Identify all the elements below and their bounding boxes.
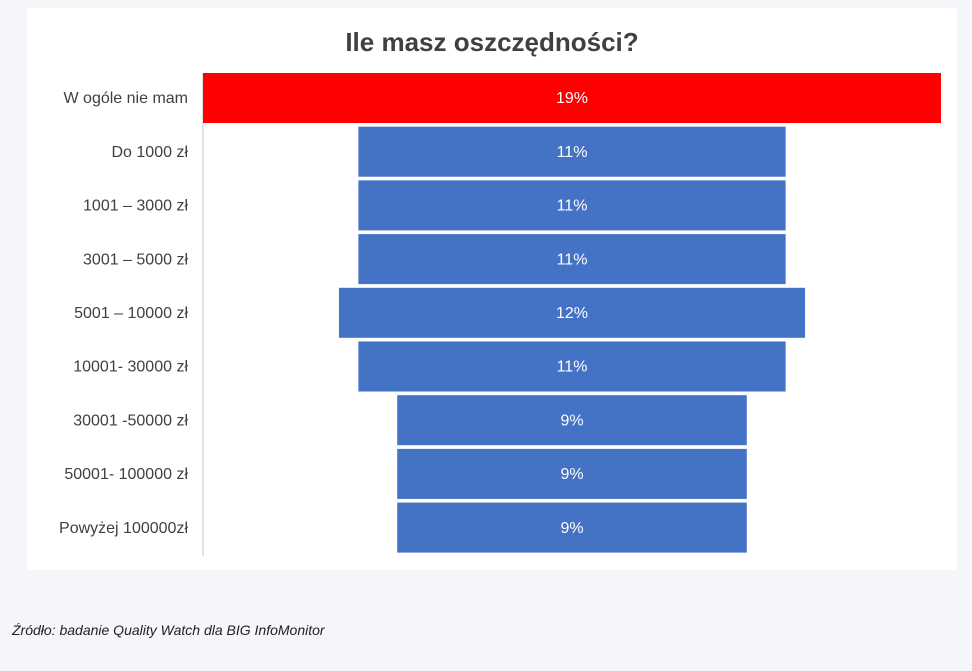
chart-title: Ile masz oszczędności?: [345, 27, 638, 57]
value-label: 11%: [557, 251, 588, 268]
value-label: 11%: [557, 359, 588, 376]
value-label: 11%: [557, 198, 588, 215]
chart: Ile masz oszczędności? 19% W ogóle nie ma…: [59, 26, 941, 556]
category-label: 5001 – 10000 zł: [74, 305, 188, 322]
value-label: 12%: [556, 305, 588, 322]
value-label: 9%: [560, 466, 583, 483]
funnel-bar: [397, 502, 747, 553]
value-label: 11%: [557, 144, 588, 161]
value-label: 9%: [560, 412, 583, 429]
category-label: 10001- 30000 zł: [73, 359, 188, 376]
value-label: 9%: [560, 520, 583, 537]
funnel-bar: [338, 287, 806, 338]
funnel-bar: [358, 180, 786, 231]
category-label: 30001 -50000 zł: [73, 412, 188, 429]
funnel-bar: [203, 73, 941, 123]
funnel-bar: [358, 234, 786, 285]
category-label: Powyżej 100000zł: [59, 520, 188, 537]
funnel-bar: [358, 341, 786, 392]
funnel-bar: [397, 395, 747, 446]
category-label: 3001 – 5000 zł: [83, 251, 188, 268]
source-note: Źródło: badanie Quality Watch dla BIG In…: [12, 622, 325, 638]
funnel-bar: [358, 126, 786, 177]
category-label: Do 1000 zł: [112, 144, 189, 161]
funnel-bar: [397, 448, 747, 499]
category-label: 50001- 100000 zł: [64, 466, 188, 483]
category-label: 1001 – 3000 zł: [83, 198, 188, 215]
category-label: W ogóle nie mam: [64, 90, 189, 107]
value-label: 19%: [556, 90, 588, 107]
